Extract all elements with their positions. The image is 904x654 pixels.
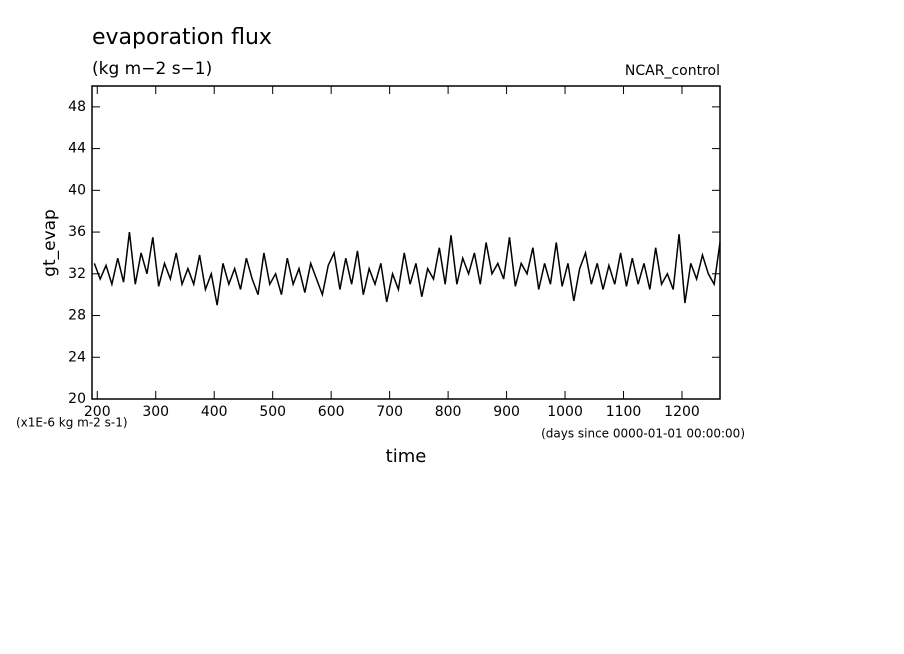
x-tick-label: 300 (142, 404, 169, 420)
plot-frame (91, 85, 721, 400)
x-tick-label: 400 (201, 404, 228, 420)
x-tick-label: 600 (318, 404, 345, 420)
y-tick-label: 48 (68, 99, 86, 115)
x-tick-label: 500 (259, 404, 286, 420)
y-axis-label: gt_evap (40, 209, 60, 277)
x-tick-label: 800 (435, 404, 462, 420)
x-tick-label: 1000 (547, 404, 583, 420)
chart-subtitle: (kg m−2 s−1) (92, 59, 212, 79)
y-tick-label: 40 (68, 182, 86, 198)
x-tick-label: 200 (84, 404, 111, 420)
y-tick-label: 28 (68, 308, 86, 324)
y-tick-label: 24 (68, 349, 86, 365)
y-tick-label: 20 (68, 391, 86, 407)
chart-title: evaporation flux (92, 25, 272, 50)
y-unit: (x1E-6 kg m-2 s-1) (16, 416, 128, 430)
x-axis-label: time (386, 446, 427, 467)
x-unit: (days since 0000-01-01 00:00:00) (541, 427, 745, 441)
y-tick-label: 36 (68, 224, 86, 240)
annotation: NCAR_control (625, 63, 720, 79)
x-tick-label: 700 (376, 404, 403, 420)
x-tick-label: 900 (493, 404, 520, 420)
x-tick-label: 1100 (606, 404, 642, 420)
data-line (93, 231, 721, 306)
y-tick-label: 44 (68, 141, 86, 157)
y-tick-label: 32 (68, 266, 86, 282)
x-tick-label: 1200 (664, 404, 700, 420)
